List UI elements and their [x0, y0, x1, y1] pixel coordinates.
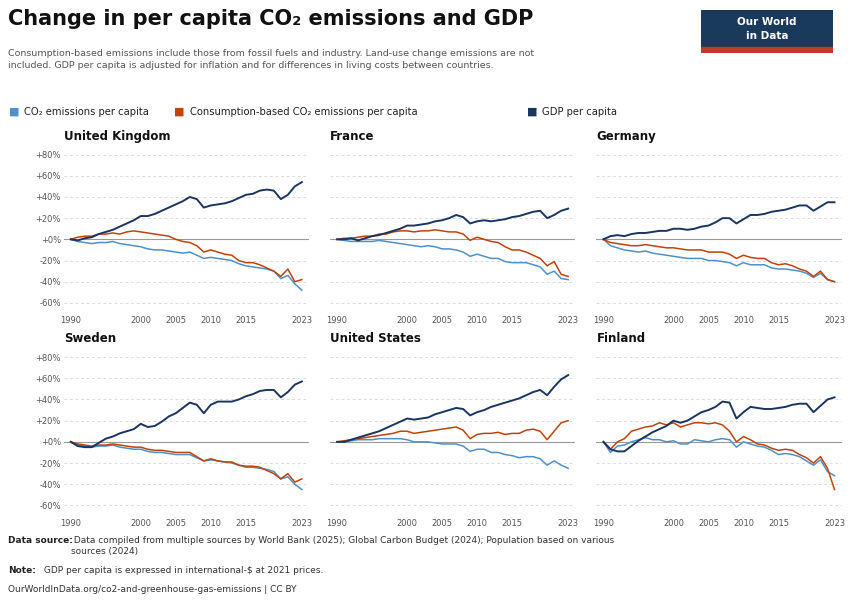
Text: Sweden: Sweden — [64, 332, 116, 346]
Text: Finland: Finland — [597, 332, 645, 346]
Text: Consumption-based CO₂ emissions per capita: Consumption-based CO₂ emissions per capi… — [190, 107, 417, 116]
Text: Germany: Germany — [597, 130, 656, 143]
Text: United Kingdom: United Kingdom — [64, 130, 170, 143]
Text: Note:: Note: — [8, 566, 37, 575]
Text: Change in per capita CO₂ emissions and GDP: Change in per capita CO₂ emissions and G… — [8, 9, 534, 29]
Text: GDP per capita is expressed in international-$ at 2021 prices.: GDP per capita is expressed in internati… — [41, 566, 323, 575]
Text: ■: ■ — [174, 107, 184, 116]
Text: CO₂ emissions per capita: CO₂ emissions per capita — [24, 107, 149, 116]
Text: France: France — [330, 130, 375, 143]
Text: ■: ■ — [8, 107, 19, 116]
Text: Data compiled from multiple sources by World Bank (2025); Global Carbon Budget (: Data compiled from multiple sources by W… — [71, 536, 614, 556]
Text: ■: ■ — [527, 107, 537, 116]
Text: Our World: Our World — [737, 17, 796, 26]
Text: Consumption-based emissions include those from fossil fuels and industry. Land-u: Consumption-based emissions include thos… — [8, 49, 535, 70]
Text: Data source:: Data source: — [8, 536, 73, 545]
Text: OurWorldInData.org/co2-and-greenhouse-gas-emissions | CC BY: OurWorldInData.org/co2-and-greenhouse-ga… — [8, 585, 297, 594]
Text: in Data: in Data — [746, 31, 788, 41]
Bar — [701, 47, 833, 53]
Text: United States: United States — [330, 332, 421, 346]
Text: GDP per capita: GDP per capita — [542, 107, 617, 116]
